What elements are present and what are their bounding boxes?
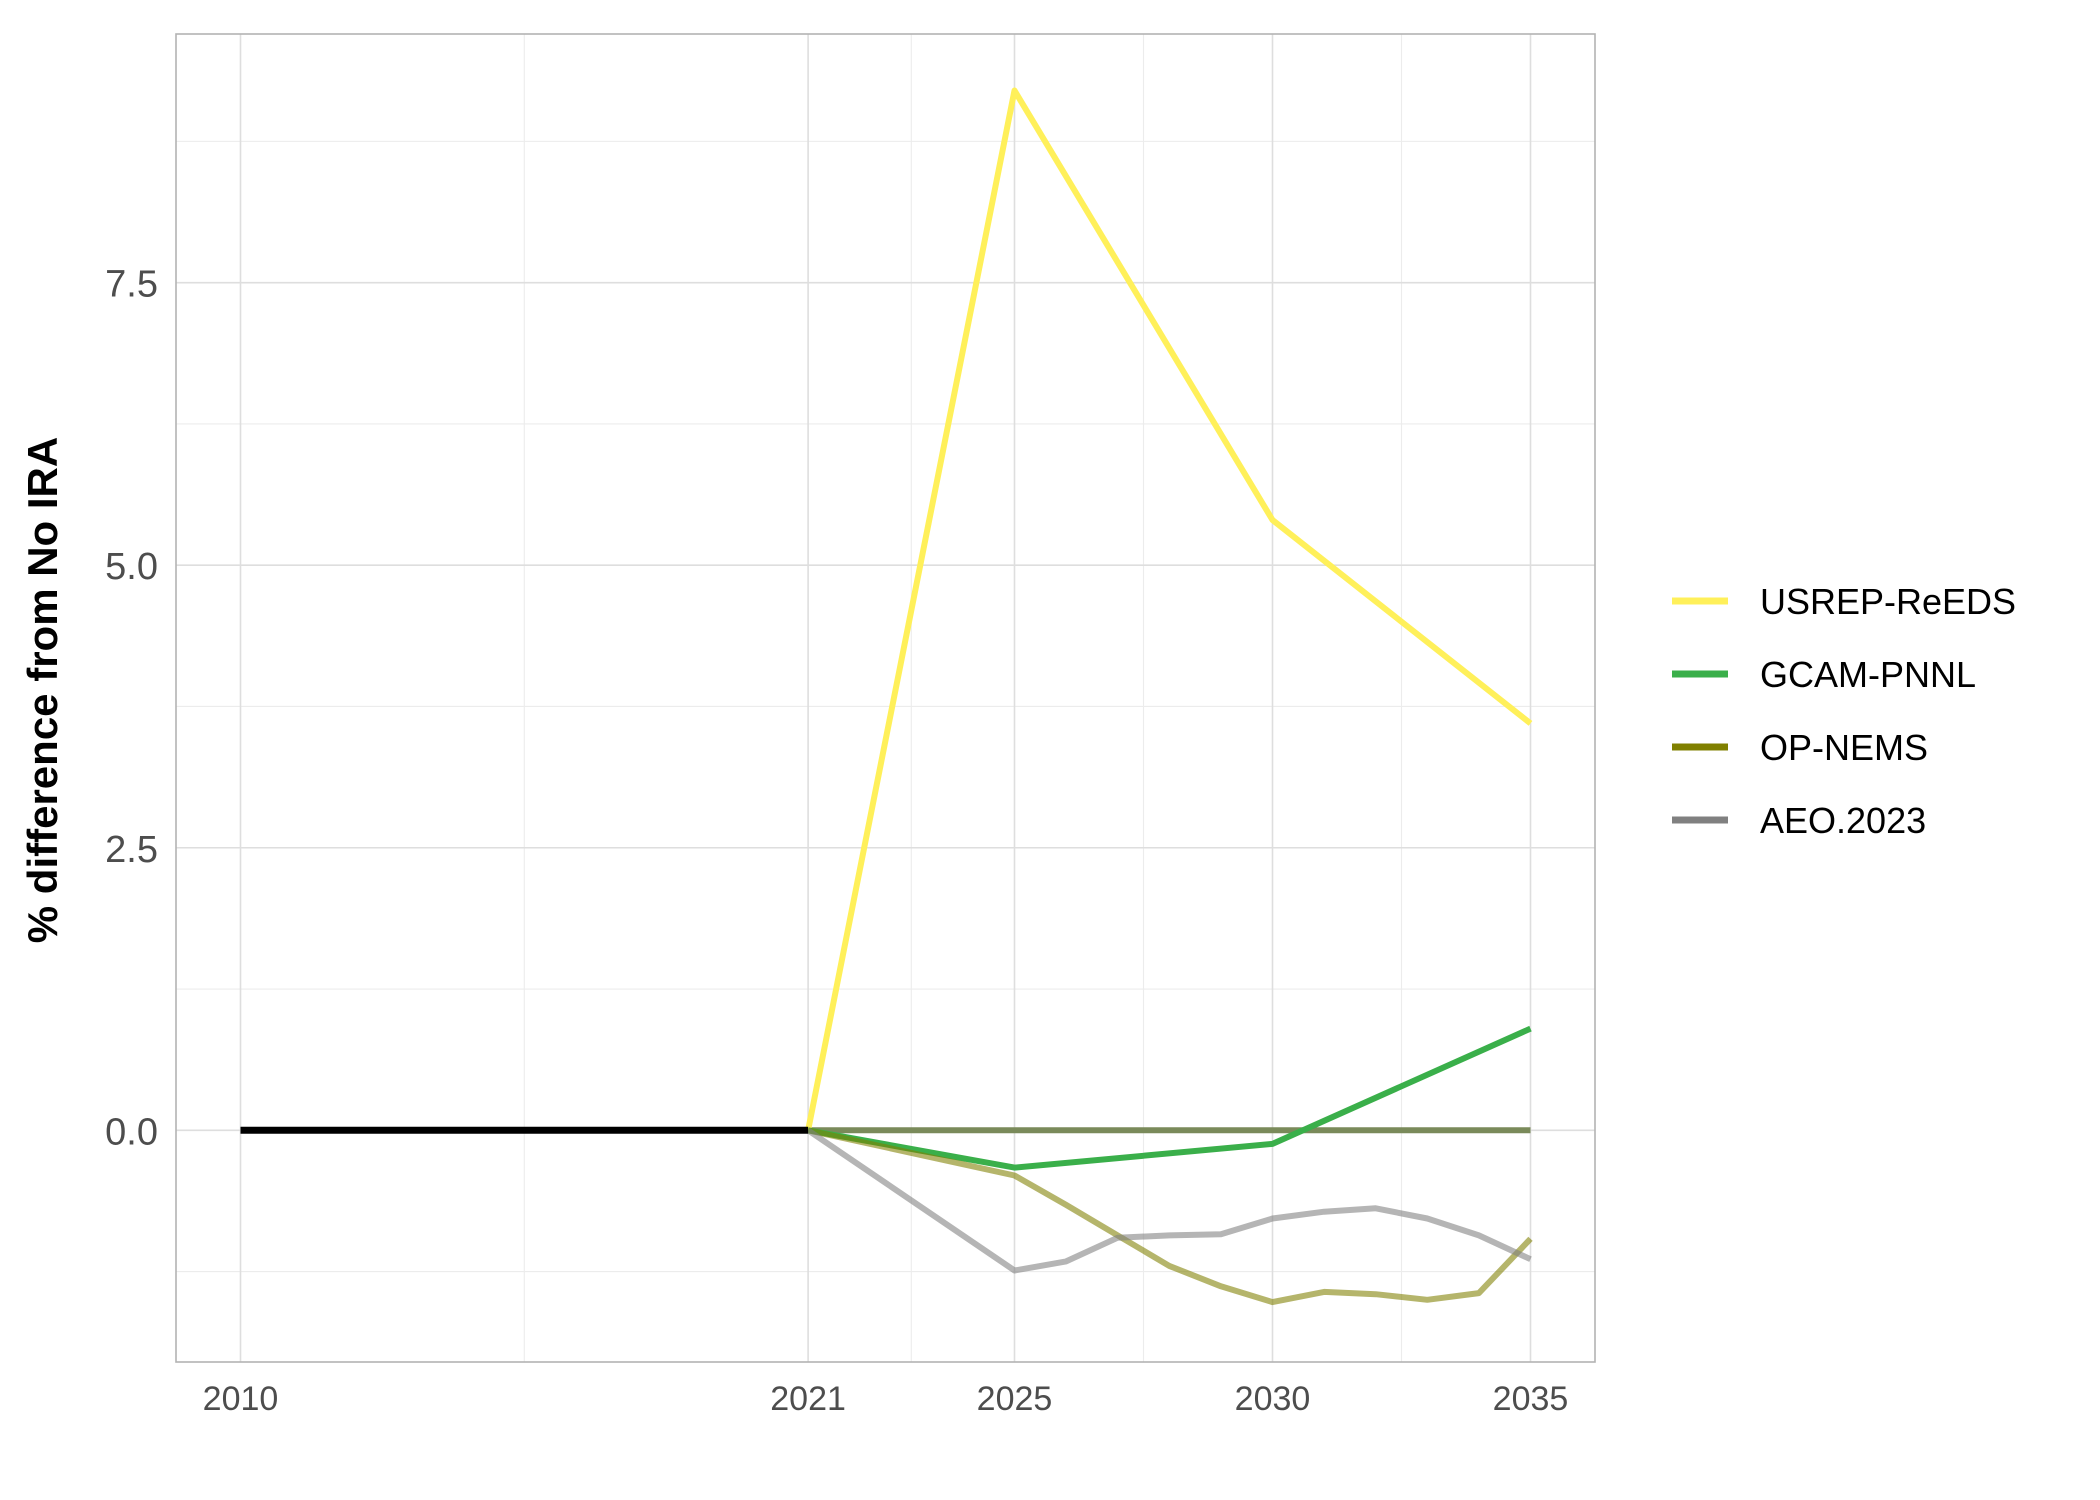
y-axis-title: % difference from No IRA — [19, 437, 66, 943]
series-line-aeo-2023 — [806, 1127, 1532, 1274]
legend-label-aeo-2023: AEO.2023 — [1760, 800, 1926, 841]
y-axis-tick-labels: 0.0 2.5 5.0 7.5 — [105, 264, 158, 1154]
y-tick-label: 0.0 — [105, 1111, 158, 1153]
series-lines — [240, 87, 1533, 1306]
legend-label-op-nems: OP-NEMS — [1760, 727, 1928, 768]
series-line-gcam-pnnl — [807, 1025, 1532, 1171]
minor-gridlines — [176, 34, 1595, 1362]
legend-label-usrep-reeds: USREP-ReEDS — [1760, 581, 2016, 622]
y-tick-label: 2.5 — [105, 829, 158, 871]
x-tick-label: 2035 — [1493, 1380, 1569, 1418]
legend: USREP-ReEDS GCAM-PNNL OP-NEMS AEO.2023 — [1672, 581, 2016, 841]
x-tick-label: 2025 — [977, 1380, 1053, 1418]
series-line-usrep-reeds — [805, 87, 1533, 1131]
series-line-op-nems — [807, 1127, 1533, 1306]
y-tick-label: 5.0 — [105, 546, 158, 588]
y-tick-label: 7.5 — [105, 264, 158, 306]
x-tick-label: 2030 — [1235, 1380, 1311, 1418]
x-axis-tick-labels: 2010 2021 2025 2030 2035 — [203, 1380, 1569, 1418]
x-tick-label: 2021 — [770, 1380, 846, 1418]
legend-label-gcam-pnnl: GCAM-PNNL — [1760, 654, 1976, 695]
panel-border — [175, 33, 1596, 1363]
x-tick-label: 2010 — [203, 1380, 279, 1418]
